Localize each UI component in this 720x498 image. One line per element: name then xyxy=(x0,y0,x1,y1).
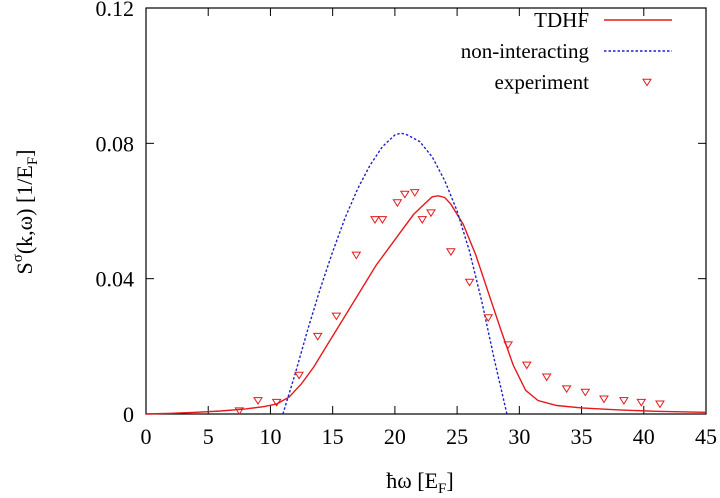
x-tick-label: 5 xyxy=(203,424,214,449)
data-point xyxy=(234,407,245,416)
legend-label: TDHF xyxy=(534,8,589,32)
x-axis-label-main: ħω [E xyxy=(386,468,438,493)
x-tick-label: 30 xyxy=(508,424,530,449)
data-point xyxy=(618,397,629,406)
x-tick-label: 0 xyxy=(141,424,152,449)
data-point xyxy=(636,398,647,407)
data-point xyxy=(417,216,428,225)
data-point xyxy=(599,395,609,404)
series-line-non-interacting xyxy=(282,132,508,415)
y-axis-label-end: ] xyxy=(12,149,37,156)
y-tick-label: 0 xyxy=(123,402,134,427)
x-axis-label: ħω [EF] xyxy=(386,468,453,497)
x-axis-label-subscript: F xyxy=(438,481,446,497)
data-point xyxy=(445,248,456,257)
y-axis-label-part: S xyxy=(12,262,37,274)
series-layer xyxy=(145,132,707,416)
data-point xyxy=(655,400,665,409)
legend-label: experiment xyxy=(495,70,590,94)
data-point xyxy=(351,251,362,260)
data-point xyxy=(464,278,475,287)
series-line-tdhf xyxy=(145,195,707,415)
y-tick-label: 0.08 xyxy=(96,131,135,156)
y-tick-label: 0.04 xyxy=(96,267,135,292)
x-tick-label: 10 xyxy=(259,424,281,449)
data-point xyxy=(392,199,403,208)
legend-label: non-interacting xyxy=(461,39,590,63)
data-point xyxy=(561,385,572,394)
y-axis-label-superscript: σ xyxy=(10,254,26,262)
x-axis-label-end: ] xyxy=(446,468,453,493)
y-axis-label-part: (k,ω) [1/E xyxy=(12,165,37,254)
x-tick-label: 45 xyxy=(695,424,717,449)
x-tick-label: 35 xyxy=(571,424,593,449)
data-point xyxy=(426,209,436,218)
data-point xyxy=(331,312,342,321)
data-point xyxy=(541,373,552,382)
y-axis-label: Sσ(k,ω) [1/EF] xyxy=(10,149,41,274)
x-tick-label: 40 xyxy=(633,424,655,449)
plot-frame xyxy=(145,7,707,415)
data-point xyxy=(294,371,304,380)
x-tick-label: 25 xyxy=(446,424,468,449)
data-point xyxy=(271,398,282,407)
data-point xyxy=(521,361,532,370)
series-experiment xyxy=(234,189,665,416)
data-point xyxy=(483,314,494,323)
data-point xyxy=(580,388,591,397)
y-tick-label: 0.12 xyxy=(96,0,135,21)
data-point xyxy=(312,332,323,341)
data-point xyxy=(409,189,420,197)
data-point xyxy=(377,216,388,225)
axes: 0 5 10 15 20 25 30 35 40 45 0 0.04 0.08 0.12 xyxy=(96,0,718,449)
data-point xyxy=(370,216,380,225)
legend-marker xyxy=(642,78,652,87)
data-point xyxy=(399,190,410,199)
x-tick-label: 15 xyxy=(322,424,344,449)
data-point xyxy=(253,397,263,406)
x-tick-label: 20 xyxy=(384,424,406,449)
y-axis-label-subscript: F xyxy=(25,157,41,165)
legend: TDHF non-interacting experiment xyxy=(461,8,672,94)
data-point xyxy=(503,341,514,350)
